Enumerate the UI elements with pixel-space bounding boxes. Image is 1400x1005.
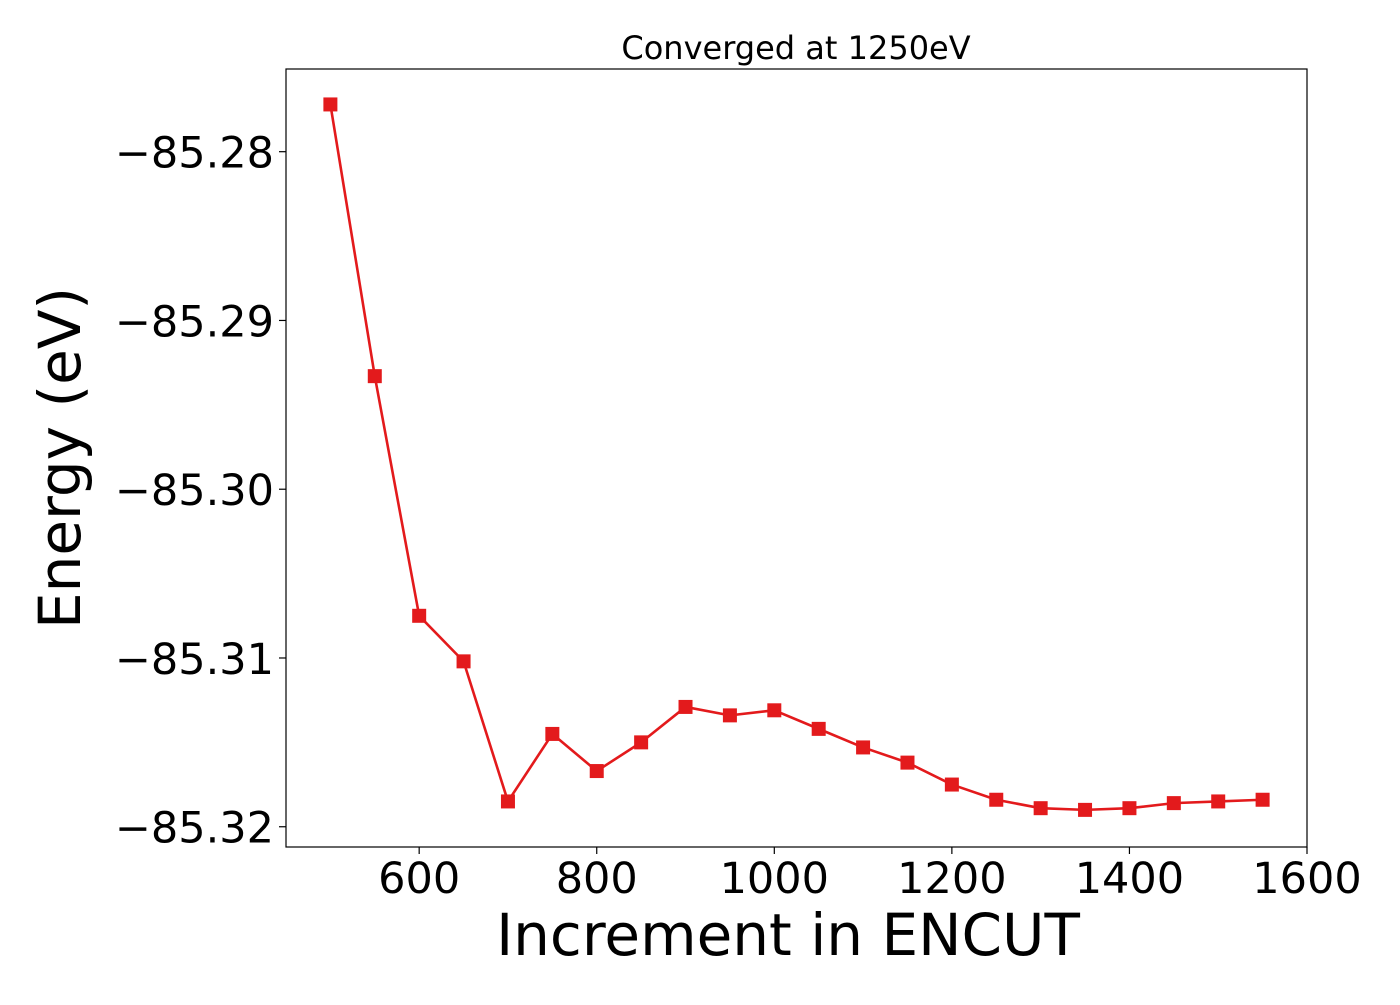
data-point-marker bbox=[412, 608, 427, 623]
data-point-marker bbox=[1078, 802, 1093, 817]
data-point-marker bbox=[900, 755, 915, 770]
x-tick-label: 1600 bbox=[1252, 854, 1361, 904]
plot-area-frame bbox=[285, 68, 1308, 848]
data-point-marker bbox=[456, 654, 471, 669]
x-tick-label: 600 bbox=[378, 854, 460, 904]
x-tick-label: 800 bbox=[556, 854, 638, 904]
data-point-marker bbox=[811, 721, 826, 736]
y-tick-label: −85.28 bbox=[115, 129, 274, 179]
data-point-marker bbox=[722, 708, 737, 723]
data-point-marker bbox=[944, 777, 959, 792]
data-point-marker bbox=[989, 792, 1004, 807]
data-point-marker bbox=[1122, 801, 1137, 816]
y-tick-label: −85.30 bbox=[115, 466, 274, 516]
data-point-marker bbox=[634, 735, 649, 750]
data-point-marker bbox=[767, 703, 782, 718]
data-point-marker bbox=[545, 726, 560, 741]
x-tick-label: 1200 bbox=[897, 854, 1006, 904]
y-tick-label: −85.29 bbox=[115, 297, 274, 347]
data-point-marker bbox=[323, 97, 338, 112]
x-axis-label: Increment in ENCUT bbox=[496, 901, 1080, 969]
y-tick-label: −85.31 bbox=[115, 635, 274, 685]
data-point-marker bbox=[678, 699, 693, 714]
y-tick-label: −85.32 bbox=[115, 804, 274, 854]
data-point-marker bbox=[1033, 801, 1048, 816]
data-point-marker bbox=[500, 794, 515, 809]
data-point-marker bbox=[1255, 792, 1270, 807]
data-point-marker bbox=[856, 740, 871, 755]
x-tick-label: 1000 bbox=[720, 854, 829, 904]
chart-title: Converged at 1250eV bbox=[621, 29, 970, 67]
x-tick-label: 1400 bbox=[1075, 854, 1184, 904]
data-point-marker bbox=[1211, 794, 1226, 809]
y-axis-ticks: −85.28 −85.29 −85.30 −85.31 −85.32 bbox=[115, 129, 286, 854]
series-line bbox=[329, 104, 1263, 812]
data-point-marker bbox=[1166, 796, 1181, 811]
x-axis-ticks: 600 800 1000 1200 1400 1600 bbox=[378, 847, 1362, 904]
y-axis-label: Energy (eV) bbox=[26, 287, 94, 629]
series-layer bbox=[323, 97, 1270, 817]
data-point-marker bbox=[589, 764, 604, 779]
data-point-marker bbox=[367, 369, 382, 384]
